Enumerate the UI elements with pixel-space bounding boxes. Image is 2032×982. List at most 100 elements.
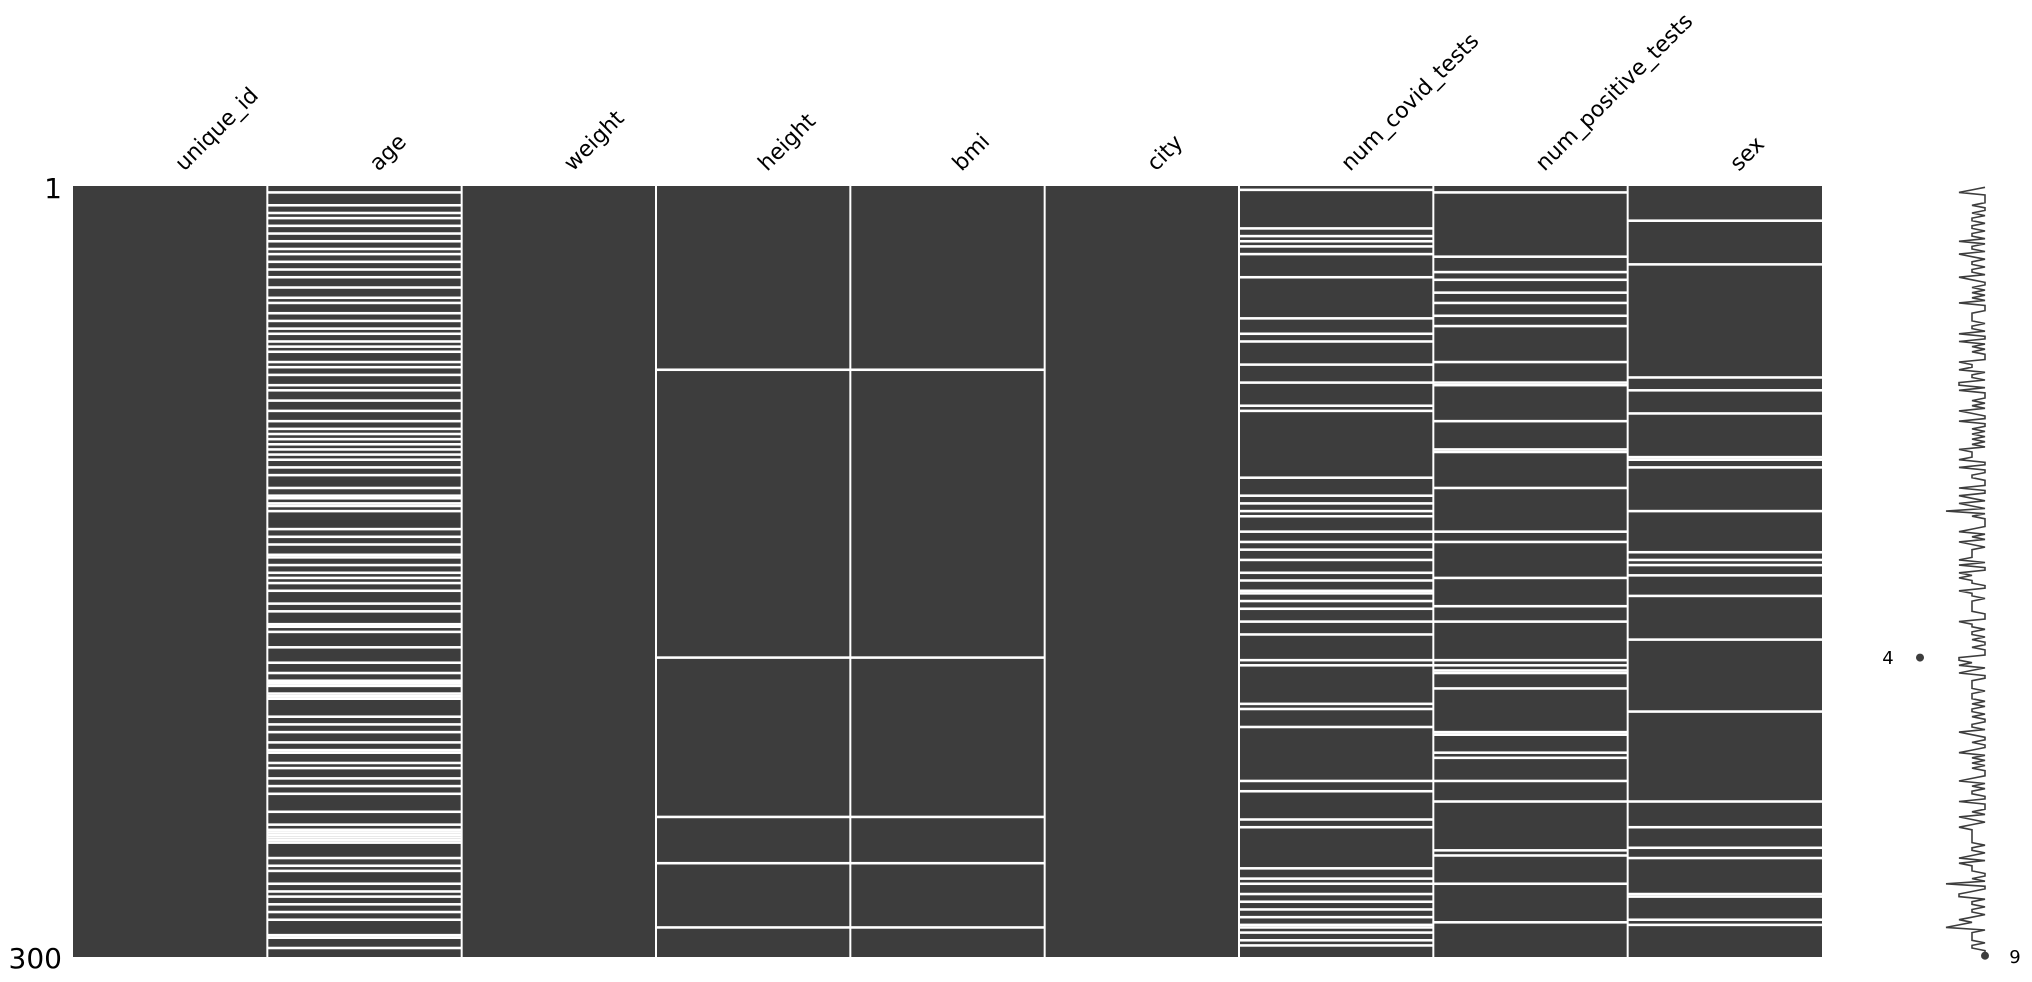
missing-cell [267, 389, 462, 392]
missing-cell [267, 684, 462, 688]
missing-cell [267, 311, 462, 315]
missing-cell [1433, 381, 1628, 384]
missing-cell [1239, 592, 1434, 595]
missing-cell [1433, 360, 1628, 364]
missing-cell [656, 815, 851, 819]
missing-cell [1433, 530, 1628, 533]
row-tick-label-bottom: 300 [9, 942, 62, 975]
missing-cell [267, 792, 462, 796]
missing-cell [1433, 751, 1628, 754]
missing-cell [267, 383, 462, 387]
missing-cell [1433, 486, 1628, 490]
missing-cell [267, 409, 462, 413]
missing-cell [1433, 270, 1628, 274]
missing-cell [267, 882, 462, 886]
missing-cell [1239, 579, 1434, 582]
missing-cell [1239, 509, 1434, 513]
column-city [1044, 186, 1239, 957]
missing-cell [1239, 476, 1434, 479]
missing-cell [267, 910, 462, 914]
missing-cell [1239, 908, 1434, 911]
missing-cell [267, 946, 462, 950]
column-height [656, 186, 851, 957]
column-unique_id [73, 186, 268, 957]
missing-cell [1239, 239, 1434, 243]
missing-cell [1627, 594, 1822, 598]
missing-cell [1239, 404, 1434, 408]
missing-cell [267, 903, 462, 906]
missing-cell [267, 486, 462, 490]
missing-cell [1239, 702, 1434, 706]
missing-cell [656, 861, 851, 865]
missing-cell [267, 836, 462, 839]
missing-cell [1239, 317, 1434, 320]
missing-cell [850, 656, 1045, 659]
column-label-num_covid_tests: num_covid_tests [1337, 29, 1485, 177]
missing-cell [1239, 633, 1434, 636]
missing-cell [267, 895, 462, 898]
missing-cell [267, 936, 462, 940]
missing-cell [267, 630, 462, 634]
missing-cell [1239, 558, 1434, 562]
missing-cell [1239, 926, 1434, 929]
missing-cell [1239, 923, 1434, 927]
missing-cell [1239, 188, 1434, 192]
missing-cell [1433, 450, 1628, 454]
missing-cell [1433, 671, 1628, 675]
sparkline-min-label: 4 [1882, 648, 1893, 669]
missing-cell [267, 427, 462, 431]
missing-cell [1433, 800, 1628, 803]
missing-cell [1239, 571, 1434, 575]
missing-cell [1433, 620, 1628, 623]
missing-cell [267, 741, 462, 744]
missing-cell [267, 838, 462, 842]
missing-cell [1239, 589, 1434, 593]
missing-cell [267, 232, 462, 235]
missing-cell [1627, 710, 1822, 713]
missing-cell [267, 869, 462, 873]
missing-cell [1627, 638, 1822, 641]
missing-cell [267, 453, 462, 456]
missing-cell [1239, 340, 1434, 343]
missing-cell [1627, 376, 1822, 379]
missing-cell [267, 496, 462, 500]
missing-cell [267, 399, 462, 402]
missing-cell [1433, 658, 1628, 662]
missing-cell [1627, 892, 1822, 896]
missing-cell [1627, 263, 1822, 266]
missing-cell [267, 589, 462, 593]
column-label-city: city [1142, 130, 1188, 176]
missing-cell [1627, 219, 1822, 222]
missing-cell [1239, 658, 1434, 662]
missing-cell [267, 553, 462, 557]
missing-cell [267, 823, 462, 826]
missing-cell [267, 890, 462, 893]
missing-cell [1627, 509, 1822, 513]
missing-cell [656, 368, 851, 372]
missing-cell [267, 419, 462, 423]
missing-cell [267, 625, 462, 629]
missing-cell [267, 327, 462, 330]
missing-cell [1239, 514, 1434, 518]
missing-cell [1239, 599, 1434, 603]
missing-cell [1239, 548, 1434, 551]
missing-cell [267, 473, 462, 477]
missing-cell [267, 581, 462, 585]
missing-cell [267, 777, 462, 780]
missing-cell [850, 815, 1045, 819]
missing-cell [267, 260, 462, 264]
column-labels: unique_id age weight height bmi city num_covid… [171, 9, 1770, 176]
missing-cell [267, 646, 462, 649]
missing-cell [267, 810, 462, 814]
missing-cell [267, 864, 462, 868]
missing-cell [267, 661, 462, 665]
missing-cell [267, 504, 462, 508]
missing-cell [1433, 687, 1628, 690]
missing-cell [267, 458, 462, 461]
missing-cell [267, 679, 462, 683]
missing-cell [267, 784, 462, 788]
missing-cell [1239, 892, 1434, 896]
missing-cell [1627, 923, 1822, 927]
missing-cell [1239, 825, 1434, 829]
missing-cell [1239, 818, 1434, 821]
